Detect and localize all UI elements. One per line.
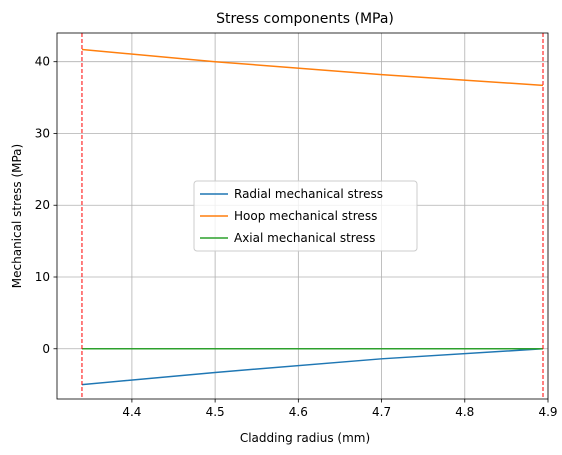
legend-box: [193, 180, 418, 252]
legend-entry: Hoop mechanical stress: [234, 209, 377, 223]
series-line-1: [81, 348, 544, 386]
y-axis-ticks: 0 10 20 30 40: [35, 55, 57, 356]
y-tick-label: 0: [42, 342, 50, 356]
x-axis-label: Cladding radius (mm): [240, 431, 370, 445]
plot-frame: [56, 32, 549, 400]
reference-lines: [81, 33, 544, 399]
legend-entry: Axial mechanical stress: [234, 231, 375, 245]
series-line-2: [81, 48, 544, 87]
x-axis-ticks: 4.4 4.5 4.6 4.7 4.8 4.9: [122, 399, 558, 419]
x-tick-label: 4.7: [372, 405, 391, 419]
y-axis-label: Mechanical stress (MPa): [10, 144, 24, 288]
x-tick-label: 4.6: [289, 405, 308, 419]
x-tick-label: 4.9: [538, 405, 557, 419]
y-tick-label: 40: [35, 55, 50, 69]
chart-title: Stress components (MPa): [216, 11, 394, 27]
x-tick-label: 4.8: [455, 405, 474, 419]
x-tick-label: 4.4: [122, 405, 141, 419]
series-layer: [81, 48, 544, 386]
legend: Radial mechanical stress Hoop mechanical …: [193, 180, 418, 252]
y-tick-label: 30: [35, 126, 50, 140]
x-tick-label: 4.5: [206, 405, 225, 419]
y-tick-label: 10: [35, 270, 50, 284]
legend-entry: Radial mechanical stress: [234, 187, 383, 201]
y-tick-label: 20: [35, 198, 50, 212]
